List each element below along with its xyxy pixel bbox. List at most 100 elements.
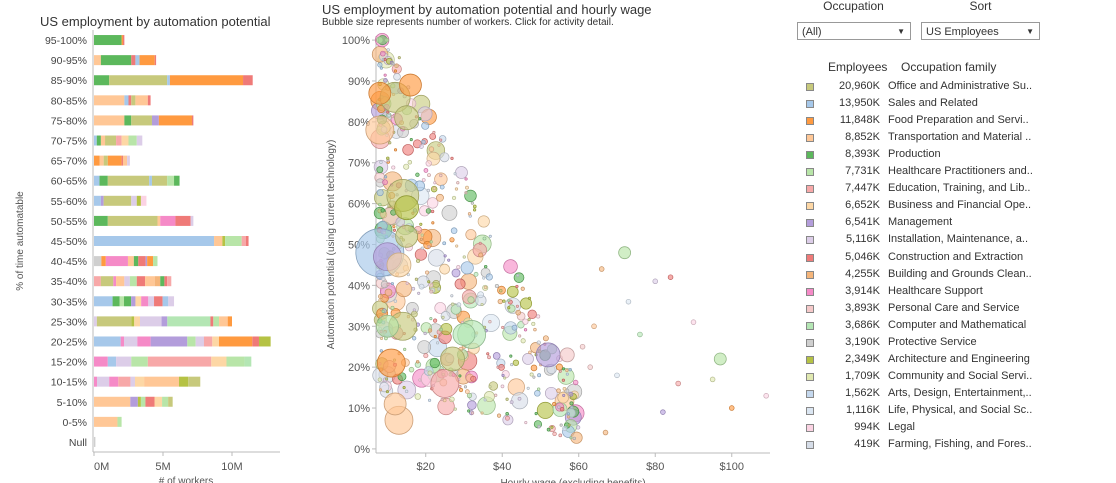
bar-segment[interactable] <box>203 336 213 347</box>
bubble-point[interactable] <box>572 379 579 386</box>
bubble-point[interactable] <box>388 141 392 145</box>
bubble-point-large[interactable] <box>713 352 727 366</box>
bar-segment[interactable] <box>124 276 130 287</box>
bubble-point[interactable] <box>483 391 495 403</box>
bar-segment[interactable] <box>131 316 135 327</box>
bubble-point[interactable] <box>472 208 477 212</box>
bubble-point[interactable] <box>515 304 519 308</box>
bubble-point[interactable] <box>518 334 522 338</box>
bar-segment[interactable] <box>140 396 146 407</box>
bubble-point[interactable] <box>403 163 410 170</box>
bubble-point[interactable] <box>465 229 477 241</box>
bubble-point[interactable] <box>439 184 445 190</box>
bubble-point[interactable] <box>404 389 409 394</box>
bubble-point[interactable] <box>425 270 430 275</box>
bar-segment[interactable] <box>96 135 101 146</box>
bubble-point[interactable] <box>449 237 455 243</box>
bubble-point[interactable] <box>526 386 530 390</box>
bubble-point[interactable] <box>652 278 658 285</box>
bubble-point[interactable] <box>378 202 382 207</box>
bar-segment[interactable] <box>136 135 143 146</box>
bubble-point[interactable] <box>407 160 413 165</box>
bubble-point[interactable] <box>402 386 406 390</box>
bar-segment[interactable] <box>94 256 102 267</box>
bar-segment[interactable] <box>94 55 101 66</box>
bubble-point[interactable] <box>527 309 537 320</box>
bubble-point[interactable] <box>507 298 511 303</box>
bar-segment[interactable] <box>109 376 119 387</box>
bubble-point[interactable] <box>513 272 525 283</box>
bubble-point[interactable] <box>427 245 431 249</box>
bar-segment[interactable] <box>94 276 101 287</box>
bubble-point[interactable] <box>442 241 447 246</box>
bubble-point[interactable] <box>428 146 435 152</box>
bubble-point[interactable] <box>602 429 609 436</box>
bubble-point[interactable] <box>408 366 415 373</box>
bubble-point-large[interactable] <box>395 224 419 248</box>
bubble-point[interactable] <box>557 391 569 404</box>
bar-segment[interactable] <box>116 356 132 367</box>
bar-segment[interactable] <box>94 175 100 186</box>
bubble-point[interactable] <box>455 244 459 248</box>
bar-segment[interactable] <box>94 336 121 347</box>
bubble-point[interactable] <box>432 130 436 135</box>
bar-segment[interactable] <box>94 296 113 307</box>
bubble-point[interactable] <box>614 372 620 379</box>
bar-segment[interactable] <box>119 296 125 307</box>
bubble-point[interactable] <box>524 421 528 425</box>
bubble-point[interactable] <box>427 280 431 284</box>
bar-segment[interactable] <box>147 356 212 367</box>
bar-segment[interactable] <box>175 215 191 226</box>
bubble-point[interactable] <box>379 160 383 164</box>
bubble-point[interactable] <box>429 133 437 140</box>
bubble-point[interactable] <box>437 143 441 147</box>
sort-dropdown[interactable]: US Employees ▼ <box>921 22 1040 40</box>
bubble-point[interactable] <box>376 189 384 197</box>
bubble-point[interactable] <box>625 298 632 305</box>
bar-segment[interactable] <box>131 356 148 367</box>
bar-segment[interactable] <box>101 256 106 267</box>
bubble-point[interactable] <box>546 427 551 432</box>
bubble-point[interactable] <box>464 189 477 203</box>
bubble-point[interactable] <box>520 338 526 344</box>
bubble-point[interactable] <box>427 249 446 267</box>
bubble-point[interactable] <box>667 274 674 280</box>
bubble-point[interactable] <box>395 280 412 298</box>
bubble-point[interactable] <box>477 215 490 228</box>
bar-segment[interactable] <box>94 115 125 126</box>
bar-segment[interactable] <box>218 336 253 347</box>
bubble-point[interactable] <box>637 331 643 338</box>
bubble-point[interactable] <box>503 259 518 274</box>
bubble-point[interactable] <box>441 315 445 319</box>
bubble-point[interactable] <box>419 222 423 226</box>
bubble-point-large[interactable] <box>365 115 395 145</box>
bubble-point[interactable] <box>411 286 416 291</box>
bubble-point[interactable] <box>435 341 440 345</box>
bubble-point[interactable] <box>380 208 385 213</box>
bubble-point[interactable] <box>386 110 390 114</box>
bubble-point[interactable] <box>456 265 461 270</box>
bar-segment[interactable] <box>94 396 131 407</box>
bar-segment[interactable] <box>211 356 227 367</box>
bar-segment[interactable] <box>145 256 148 267</box>
bubble-point[interactable] <box>709 376 716 383</box>
bubble-point[interactable] <box>378 388 383 392</box>
bubble-point[interactable] <box>550 425 554 429</box>
bar-segment[interactable] <box>169 75 244 86</box>
bar-segment[interactable] <box>160 215 176 226</box>
bubble-point[interactable] <box>423 168 429 173</box>
bubble-point[interactable] <box>569 436 573 440</box>
bar-segment[interactable] <box>157 215 161 226</box>
bar-segment[interactable] <box>150 336 188 347</box>
bar-segment[interactable] <box>144 376 180 387</box>
bubble-point[interactable] <box>417 340 431 354</box>
bubble-point[interactable] <box>509 400 514 405</box>
bubble-chart[interactable]: 0%10%20%30%40%50%60%70%80%90%100%$20$40$… <box>300 0 790 483</box>
bubble-point[interactable] <box>570 431 583 444</box>
bubble-point[interactable] <box>497 298 503 305</box>
bubble-point[interactable] <box>477 291 485 299</box>
bar-segment[interactable] <box>154 296 163 307</box>
bar-segment[interactable] <box>151 175 168 186</box>
bubble-point[interactable] <box>544 386 558 400</box>
bar-segment[interactable] <box>154 276 161 287</box>
